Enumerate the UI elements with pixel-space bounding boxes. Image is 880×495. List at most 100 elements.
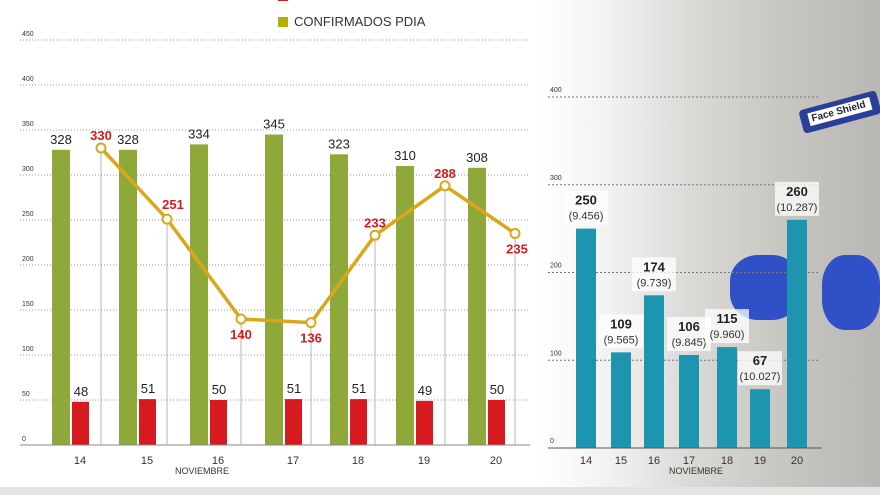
legend-swatch (278, 16, 288, 27)
green-bar (52, 149, 70, 446)
line-point-label: 288 (434, 166, 456, 181)
x-tick-label: 16 (212, 455, 224, 467)
line-point (509, 228, 521, 239)
teal-bar-label: 260 (786, 184, 808, 199)
red-bar (285, 399, 302, 445)
teal-bar-label: 106 (678, 319, 700, 334)
bar-label-bg (667, 316, 711, 351)
green-bar (190, 144, 208, 445)
line-point (235, 313, 247, 325)
red-bar-label: 50 (490, 382, 504, 397)
green-bar-label: 310 (394, 148, 416, 163)
red-bar (72, 401, 89, 445)
y-tick-label: 350 (22, 121, 34, 128)
legend-item-red (278, 0, 288, 1)
red-bar-label: 51 (352, 381, 366, 396)
teal-bar-sublabel: (9.456) (569, 211, 604, 223)
teal-bar-sublabel: (9.845) (672, 337, 707, 349)
red-bar (210, 400, 227, 445)
green-bar-label: 345 (263, 117, 285, 132)
line-point-label: 235 (506, 242, 528, 257)
teal-bar-label: 250 (575, 193, 597, 208)
x-tick-label: 20 (791, 455, 803, 467)
teal-bar-label: 174 (643, 259, 665, 274)
red-bar-label: 50 (212, 382, 226, 397)
line-point (95, 142, 107, 154)
x-axis-title: NOVIEMBRE (669, 466, 723, 476)
teal-bar-sublabel: (10.027) (740, 371, 781, 383)
y-tick-label: 0 (550, 438, 554, 445)
teal-bar-sublabel: (9.739) (637, 277, 672, 289)
x-tick-label: 19 (754, 455, 766, 467)
green-bar-label: 328 (50, 132, 72, 147)
bar-label-bg (564, 190, 608, 225)
y-tick-label: 100 (22, 346, 34, 353)
y-tick-label: 250 (22, 211, 34, 218)
red-bar (488, 400, 505, 445)
y-tick-label: 300 (550, 175, 562, 182)
green-bar (330, 154, 348, 446)
footer-strip (0, 487, 880, 495)
teal-bar-label: 67 (753, 353, 767, 368)
teal-bar (750, 389, 770, 448)
line-point-label: 136 (300, 331, 322, 346)
bar-label-bg (705, 309, 749, 344)
y-tick-label: 200 (550, 263, 562, 270)
x-tick-label: 18 (721, 455, 733, 467)
red-bar-label: 51 (287, 381, 301, 396)
red-bar-label: 49 (418, 383, 432, 398)
line-point (369, 229, 381, 241)
green-bar (468, 167, 486, 446)
x-tick-label: 14 (74, 455, 86, 467)
x-tick-label: 15 (141, 455, 153, 467)
y-tick-label: 400 (550, 87, 562, 94)
red-bar (416, 400, 433, 445)
x-tick-label: 18 (352, 455, 364, 467)
teal-bar-label: 109 (610, 316, 632, 331)
bar-label-bg (599, 314, 643, 349)
line-point-label: 140 (230, 327, 252, 342)
y-tick-label: 100 (550, 350, 562, 357)
teal-bar (644, 295, 664, 448)
teal-bar (679, 354, 699, 448)
teal-bar-label: 115 (717, 311, 738, 326)
line-point (439, 180, 451, 192)
red-bar-label: 51 (141, 381, 155, 396)
line-point-label: 330 (90, 128, 112, 143)
y-tick-label: 150 (22, 301, 34, 308)
green-bar-label: 308 (466, 150, 488, 165)
green-bar (396, 166, 414, 445)
green-bar (119, 149, 137, 446)
line-point (305, 317, 317, 329)
legend-item-confirmados: CONFIRMADOS PDIA (278, 14, 425, 29)
red-bar (350, 399, 367, 445)
teal-bar (717, 347, 737, 448)
red-bar-label: 48 (74, 384, 88, 399)
x-axis-title: NOVIEMBRE (175, 466, 229, 476)
y-tick-label: 0 (22, 436, 26, 443)
bar-label-bg (738, 351, 782, 386)
x-tick-label: 14 (580, 455, 592, 467)
line-point-label: 251 (162, 197, 184, 212)
red-bar (139, 399, 156, 445)
bar-label-bg (775, 181, 819, 216)
teal-bar-sublabel: (9.565) (604, 334, 639, 346)
x-tick-label: 17 (683, 455, 695, 467)
teal-bar (787, 219, 807, 448)
teal-bar-sublabel: (10.287) (777, 202, 818, 214)
glove-right (822, 255, 880, 330)
teal-bar (611, 352, 631, 448)
green-bar (265, 134, 283, 445)
x-tick-label: 17 (287, 455, 299, 467)
x-tick-label: 16 (648, 455, 660, 467)
y-tick-label: 450 (22, 31, 34, 38)
green-bar-label: 323 (328, 136, 350, 151)
x-tick-label: 20 (490, 455, 502, 467)
teal-bar (576, 228, 596, 448)
line-point-label: 233 (364, 215, 386, 230)
teal-bar-sublabel: (9.960) (710, 329, 745, 341)
y-tick-label: 50 (22, 391, 30, 398)
y-tick-label: 300 (22, 166, 34, 173)
x-tick-label: 19 (418, 455, 430, 467)
